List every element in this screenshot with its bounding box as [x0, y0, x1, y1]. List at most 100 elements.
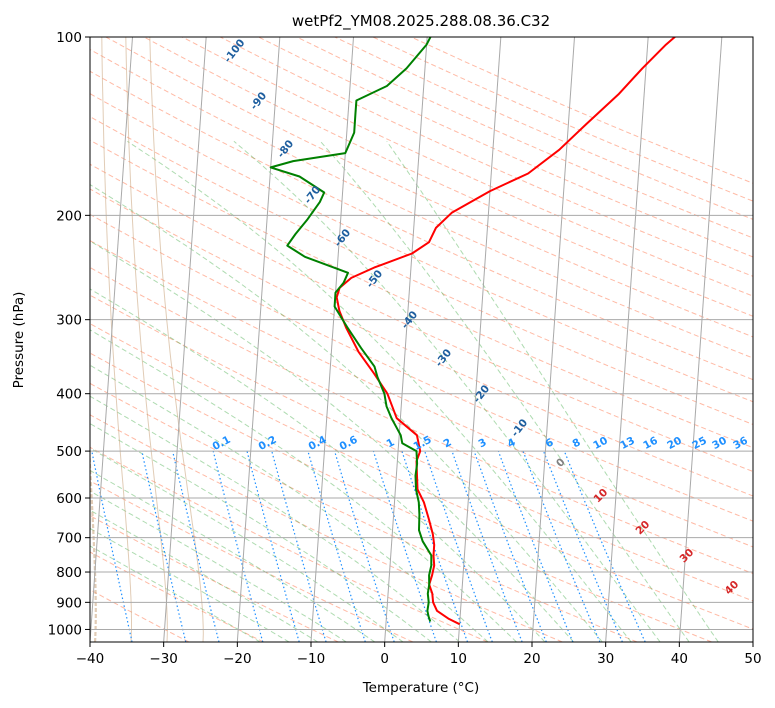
x-axis-ticks: −40 −30 −20 −10 0 10 20 30 40 50 [76, 642, 762, 667]
x-tick-label: 0 [380, 651, 389, 667]
x-tick-label: 10 [450, 651, 467, 667]
isotherm-label: -10 [509, 417, 530, 439]
dry-adiabat-line [258, 37, 753, 258]
isotherm-label: -100 [222, 37, 248, 65]
dry-adiabat-line [90, 294, 753, 602]
dry-adiabat-line [90, 213, 753, 522]
mixing-ratio-line [91, 450, 133, 642]
y-tick-label: 200 [56, 208, 82, 224]
dry-adiabat-line [90, 515, 339, 642]
mixing-ratio-line [451, 450, 523, 642]
isotherm-label: -30 [433, 347, 454, 369]
moist-adiabat-line [90, 490, 347, 642]
dry-adiabat-line [334, 37, 753, 220]
y-tick-label: 900 [56, 595, 82, 611]
moist-adiabat-line [90, 527, 290, 642]
mixing-ratio-line [246, 450, 300, 642]
x-tick-label: 40 [671, 651, 688, 667]
mixing-ratio-line [424, 450, 493, 642]
mixing-ratio-label: 10 [591, 435, 610, 452]
x-tick-label: 20 [523, 651, 540, 667]
mixing-ratio-label: 1 [385, 436, 397, 450]
theta-e-label: 40 [722, 578, 741, 597]
mixing-ratio-line [334, 450, 395, 642]
isotherm-line [163, 37, 207, 642]
dry-adiabat-line [90, 323, 753, 630]
moist-adiabat-line [90, 545, 261, 642]
dry-adiabat-line [90, 589, 190, 642]
mixing-ratio-label: 13 [618, 435, 637, 452]
dry-adiabat-line [90, 139, 753, 449]
mixing-ratio-label: 1.5 [412, 434, 434, 453]
grid-lines [90, 37, 753, 642]
y-tick-label: 800 [56, 565, 82, 581]
isotherm-label: -90 [248, 90, 269, 112]
x-tick-label: 50 [744, 651, 761, 667]
mixing-ratio-line [542, 450, 623, 642]
dry-adiabat-line [90, 480, 414, 642]
mixing-ratio-line [497, 450, 574, 642]
cloud-guide-line [101, 37, 132, 642]
theta-e-label: 20 [633, 518, 652, 537]
mixing-ratio-label: 16 [641, 435, 660, 452]
mixing-ratio-label: 8 [571, 436, 583, 450]
cloud-guide-line [149, 37, 204, 642]
background-lines [90, 37, 753, 642]
moist-adiabat-line [319, 140, 690, 642]
theta-e-label: 0 [554, 456, 568, 470]
isotherm-line [384, 37, 428, 642]
theta-e-label: 10 [591, 486, 610, 505]
y-tick-label: 1000 [48, 622, 82, 638]
mixing-ratio-line [141, 450, 187, 642]
dry-adiabat-line [90, 382, 638, 642]
dry-adiabat-line [90, 266, 753, 575]
cloud-guide-line [125, 37, 168, 642]
x-tick-label: −20 [223, 651, 252, 667]
mixing-ratio-line [522, 450, 601, 642]
isoline-labels: 0.1 0.2 0.4 0.6 1 1.5 2 3 4 6 8 10 13 16 20 25 30 36-100-… [211, 37, 750, 597]
mixing-ratio-line [563, 450, 646, 642]
dry-adiabat-line [90, 93, 753, 403]
isotherm-line [531, 37, 575, 642]
x-tick-label: −10 [297, 651, 326, 667]
dry-adiabat-line [90, 116, 753, 425]
moist-adiabat-line [127, 140, 632, 642]
mixing-ratio-line [473, 450, 547, 642]
x-tick-label: −30 [149, 651, 178, 667]
isotherm-line [236, 37, 281, 642]
mixing-ratio-line [307, 450, 366, 642]
cloud-guide-line [90, 444, 97, 642]
isotherm-label: -60 [332, 227, 353, 249]
isotherm-label: -80 [275, 138, 296, 160]
y-tick-label: 100 [56, 30, 82, 46]
dry-adiabat-line [296, 37, 753, 239]
isotherm-line [752, 634, 753, 642]
moist-adiabat-line [386, 141, 719, 642]
moist-adiabat-line [90, 509, 319, 642]
isotherm-line [90, 37, 133, 642]
y-tick-label: 500 [56, 444, 82, 460]
mixing-ratio-label: 2 [442, 436, 454, 450]
mixing-ratio-label: 36 [731, 435, 750, 452]
dry-adiabat-line [90, 48, 753, 359]
isotherm-label: -40 [399, 309, 420, 331]
y-tick-label: 300 [56, 313, 82, 329]
dry-adiabat-line [90, 163, 753, 473]
theta-e-label: 30 [677, 546, 696, 565]
mixing-ratio-label: 3 [477, 436, 489, 450]
isotherm-line [457, 37, 502, 642]
mixing-ratio-line [212, 450, 264, 642]
mixing-ratio-label: 0.1 [211, 434, 233, 453]
plot-frame [89, 36, 754, 643]
isotherm-label: -20 [471, 383, 492, 405]
dry-adiabat-line [90, 188, 753, 497]
dewpoint-line [269, 37, 433, 622]
profile-series [269, 37, 677, 626]
mixing-ratio-line [172, 450, 220, 642]
isotherm-line [605, 37, 649, 642]
x-tick-label: −40 [76, 651, 105, 667]
y-axis-label: Pressure (hPa) [11, 292, 27, 389]
moist-adiabat-line [90, 183, 603, 642]
isotherm-line [310, 37, 354, 642]
